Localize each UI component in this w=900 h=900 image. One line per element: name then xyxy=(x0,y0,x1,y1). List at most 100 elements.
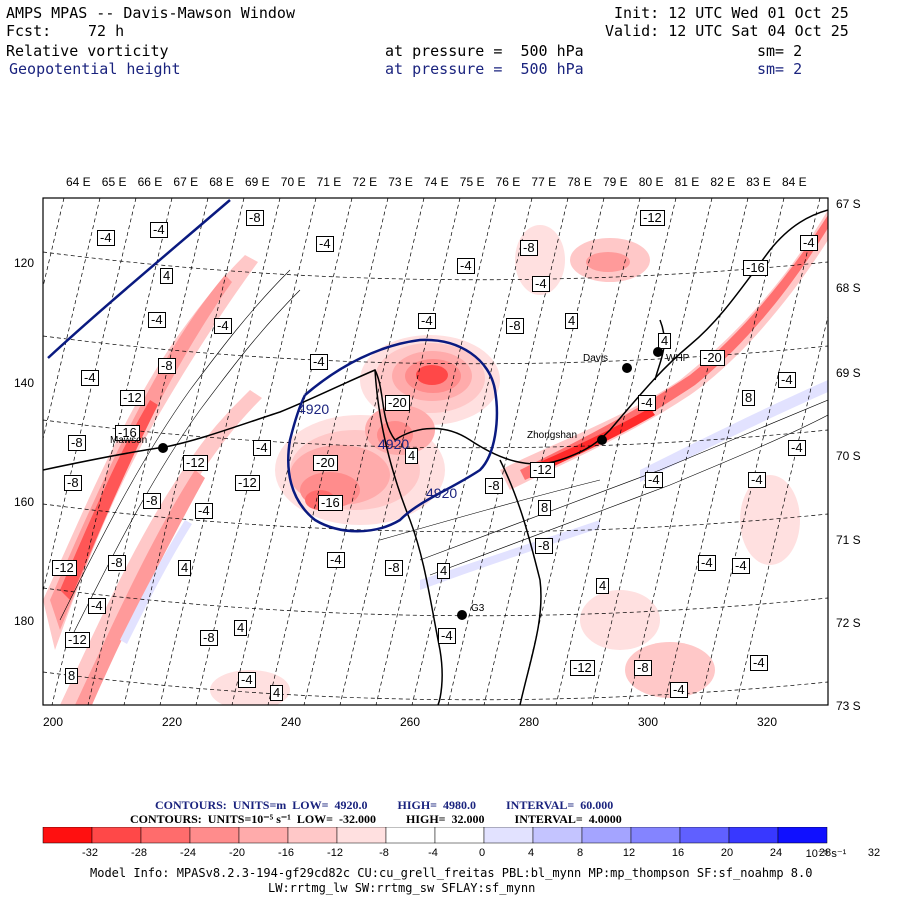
vorticity-label: -4 xyxy=(214,318,232,334)
vorticity-label: -4 xyxy=(195,503,213,519)
lat-label: 69 S xyxy=(836,366,861,380)
colorbar xyxy=(42,827,828,844)
coastline xyxy=(43,209,828,705)
lon-label: 77 E xyxy=(531,175,557,189)
lat-label: 70 S xyxy=(836,449,861,463)
davis-marker xyxy=(622,363,632,373)
field2-smoothing: sm= 2 xyxy=(757,60,803,78)
meridian-line xyxy=(483,198,605,705)
vorticity-label: -4 xyxy=(88,598,106,614)
mawson-marker xyxy=(158,443,168,453)
parallel-line xyxy=(43,419,828,449)
lon-label: 70 E xyxy=(280,175,306,189)
vorticity-label: -4 xyxy=(532,276,550,292)
vorticity-label: -4 xyxy=(418,313,436,329)
vorticity-label: -4 xyxy=(253,440,271,456)
vorticity-label: 8 xyxy=(65,668,79,684)
lon-label: 83 E xyxy=(746,175,771,189)
vorticity-label: -4 xyxy=(800,235,818,251)
colorbar-swatch xyxy=(385,827,436,844)
x-tick: 260 xyxy=(399,715,421,729)
meridian-line xyxy=(231,198,353,705)
colorbar-swatch xyxy=(728,827,779,844)
vorticity-label: -12 xyxy=(120,390,145,406)
lon-label: 79 E xyxy=(603,175,628,189)
vorticity-label: -4 xyxy=(750,655,768,671)
lat-label: 68 S xyxy=(836,281,861,295)
vorticity-label: 4 xyxy=(437,563,451,579)
latlon-grid xyxy=(0,168,828,705)
vorticity-label: -4 xyxy=(732,558,750,574)
field2-level: at pressure = 500 hPa xyxy=(385,60,584,78)
vorticity-label: -8 xyxy=(385,560,403,576)
field1-smoothing: sm= 2 xyxy=(757,42,803,60)
height-contour-legend: CONTOURS: UNITS=m LOW= 4920.0 HIGH= 4980… xyxy=(155,798,614,812)
meridian-line xyxy=(627,198,749,705)
colorbar-swatch xyxy=(483,827,534,844)
vorticity-label: -12 xyxy=(640,210,665,226)
meridian-line xyxy=(591,198,713,705)
colorbar-swatch xyxy=(777,827,828,844)
colorbar-swatch xyxy=(91,827,142,844)
station-mawson: Mawson xyxy=(110,435,148,446)
meridian-line xyxy=(43,198,65,289)
vorticity-label: -4 xyxy=(698,555,716,571)
colorbar-swatch xyxy=(581,827,632,844)
field1-level: at pressure = 500 hPa xyxy=(385,42,584,60)
meridian-line xyxy=(303,198,425,705)
colorbar-label: 8 xyxy=(576,847,584,859)
vorticity-label: -4 xyxy=(788,440,806,456)
vorticity-label: -8 xyxy=(64,475,82,491)
vorticity-label: 4 xyxy=(405,448,419,464)
lon-label: 68 E xyxy=(209,175,234,189)
lon-label: 65 E xyxy=(101,175,127,189)
vorticity-label: -8 xyxy=(68,435,86,451)
vorticity-label: 4 xyxy=(596,578,610,594)
vorticity-label: -4 xyxy=(148,312,166,328)
vorticity-label: -20 xyxy=(385,395,410,411)
colorbar-label: 24 xyxy=(769,847,783,859)
vorticity-label: -4 xyxy=(438,628,456,644)
vorticity-label: -8 xyxy=(485,478,503,494)
meridian-line xyxy=(267,198,389,705)
zhongshan-marker xyxy=(597,435,607,445)
vorticity-label: -8 xyxy=(506,318,524,334)
vorticity-label: -8 xyxy=(520,240,538,256)
station-davis: Davis xyxy=(583,353,609,364)
colorbar-swatch xyxy=(679,827,730,844)
vorticity-label: -8 xyxy=(535,538,553,554)
vorticity-label: -8 xyxy=(158,358,176,374)
vorticity-label: -4 xyxy=(150,222,168,238)
lon-label: 75 E xyxy=(459,175,485,189)
whp-marker xyxy=(653,347,663,357)
colorbar-swatch xyxy=(189,827,240,844)
x-tick: 220 xyxy=(161,715,183,729)
meridian-line xyxy=(555,198,677,705)
colorbar-label: 4 xyxy=(527,847,535,859)
vorticity-label: -4 xyxy=(670,682,688,698)
lon-label: 84 E xyxy=(782,175,807,189)
y-tick: 180 xyxy=(14,614,35,628)
vorticity-label: -12 xyxy=(530,462,555,478)
vorticity-label: -12 xyxy=(570,660,595,676)
vorticity-label: 8 xyxy=(742,390,756,406)
parallel-line xyxy=(43,168,828,196)
colorbar-label: 12 xyxy=(622,847,636,859)
meridian-line xyxy=(339,198,461,705)
vorticity-label: 4 xyxy=(178,560,192,576)
vorticity-fill xyxy=(43,210,828,705)
colorbar-swatch xyxy=(287,827,338,844)
lon-label: 64 E xyxy=(66,175,91,189)
station-whp: WHP xyxy=(666,353,690,364)
vorticity-contours xyxy=(59,269,828,641)
station-g3: G3 xyxy=(471,603,485,614)
meridian-line xyxy=(0,198,28,705)
vorticity-label: -8 xyxy=(634,660,652,676)
vorticity-label: -12 xyxy=(52,560,77,576)
colorbar-label: -12 xyxy=(327,847,343,859)
x-tick: 200 xyxy=(42,715,64,729)
init-time: Init: 12 UTC Wed 01 Oct 25 xyxy=(614,4,849,22)
colorbar-swatch xyxy=(336,827,387,844)
lon-label: 73 E xyxy=(388,175,413,189)
colorbar-label: -16 xyxy=(278,847,294,859)
